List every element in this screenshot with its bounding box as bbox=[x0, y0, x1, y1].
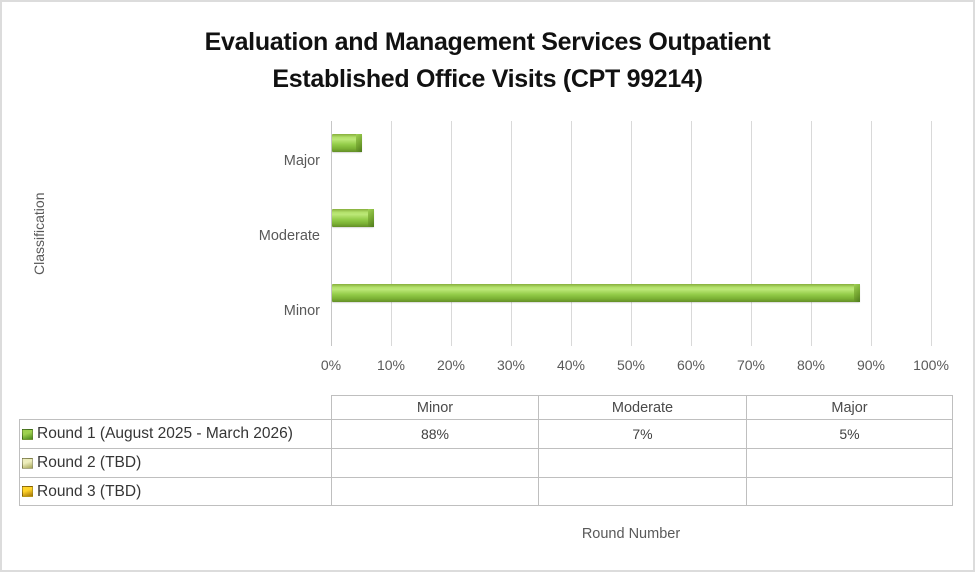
gridline-90% bbox=[871, 121, 872, 346]
x-tick-label-70%: 70% bbox=[736, 357, 766, 373]
y-axis-label: Classification bbox=[31, 192, 47, 275]
legend-row-label: Round 2 (TBD) bbox=[37, 454, 142, 471]
gridline-60% bbox=[691, 121, 692, 346]
gridline-30% bbox=[511, 121, 512, 346]
table-value-cell bbox=[331, 448, 538, 477]
table-header-moderate: Moderate bbox=[538, 395, 746, 419]
bar-moderate bbox=[332, 209, 374, 227]
x-tick-label-100%: 100% bbox=[913, 357, 949, 373]
x-tick-label-0%: 0% bbox=[320, 357, 342, 373]
table-value-cell: 5% bbox=[746, 419, 953, 448]
data-table: Minor Moderate Major Round 1 (August 2025 -… bbox=[19, 395, 953, 506]
category-label-major: Major bbox=[283, 153, 320, 169]
gridline-80% bbox=[811, 121, 812, 346]
table-value-cell: 7% bbox=[538, 419, 746, 448]
legend-key-icon bbox=[22, 428, 33, 440]
chart-title-line1: Evaluation and Management Services Outpa… bbox=[204, 28, 771, 56]
chart-title-line2: Established Office Visits (CPT 99214) bbox=[272, 65, 703, 93]
x-tick-label-20%: 20% bbox=[436, 357, 466, 373]
legend-row-2: Round 2 (TBD) bbox=[19, 448, 331, 477]
gridline-10% bbox=[391, 121, 392, 346]
gridline-70% bbox=[751, 121, 752, 346]
table-value-cell: 88% bbox=[331, 419, 538, 448]
gridline-40% bbox=[571, 121, 572, 346]
legend-row-label: Round 3 (TBD) bbox=[37, 482, 142, 500]
x-tick-label-80%: 80% bbox=[796, 357, 826, 373]
x-tick-label-90%: 90% bbox=[856, 357, 886, 373]
gridline-20% bbox=[451, 121, 452, 346]
table-value-cell bbox=[746, 477, 953, 506]
gridline-50% bbox=[631, 121, 632, 346]
table-corner-cell bbox=[19, 395, 331, 419]
category-label-minor: Minor bbox=[283, 303, 320, 319]
x-tick-label-50%: 50% bbox=[616, 357, 646, 373]
legend-row-1: Round 1 (August 2025 - March 2026) bbox=[19, 419, 331, 448]
gridline-0% bbox=[331, 121, 332, 346]
table-header-minor: Minor bbox=[331, 395, 538, 419]
gridline-100% bbox=[931, 121, 932, 346]
bar-minor bbox=[332, 284, 860, 302]
table-value-cell bbox=[538, 477, 746, 506]
x-tick-label-10%: 10% bbox=[376, 357, 406, 373]
x-axis-label: Round Number bbox=[581, 526, 681, 542]
bar-major bbox=[332, 134, 362, 152]
table-value-cell bbox=[746, 448, 953, 477]
table-header-major: Major bbox=[746, 395, 953, 419]
legend-row-3: Round 3 (TBD) bbox=[19, 477, 331, 506]
legend-row-label: Round 1 (August 2025 - March 2026) bbox=[37, 425, 293, 442]
x-tick-label-30%: 30% bbox=[496, 357, 526, 373]
x-tick-label-60%: 60% bbox=[676, 357, 706, 373]
table-value-cell bbox=[538, 448, 746, 477]
chart-title: Evaluation and Management Services Outpa… bbox=[2, 24, 973, 98]
x-tick-label-40%: 40% bbox=[556, 357, 586, 373]
table-value-cell bbox=[331, 477, 538, 506]
legend-key-icon bbox=[22, 457, 33, 469]
legend-key-icon bbox=[22, 486, 33, 497]
category-label-moderate: Moderate bbox=[258, 228, 320, 244]
